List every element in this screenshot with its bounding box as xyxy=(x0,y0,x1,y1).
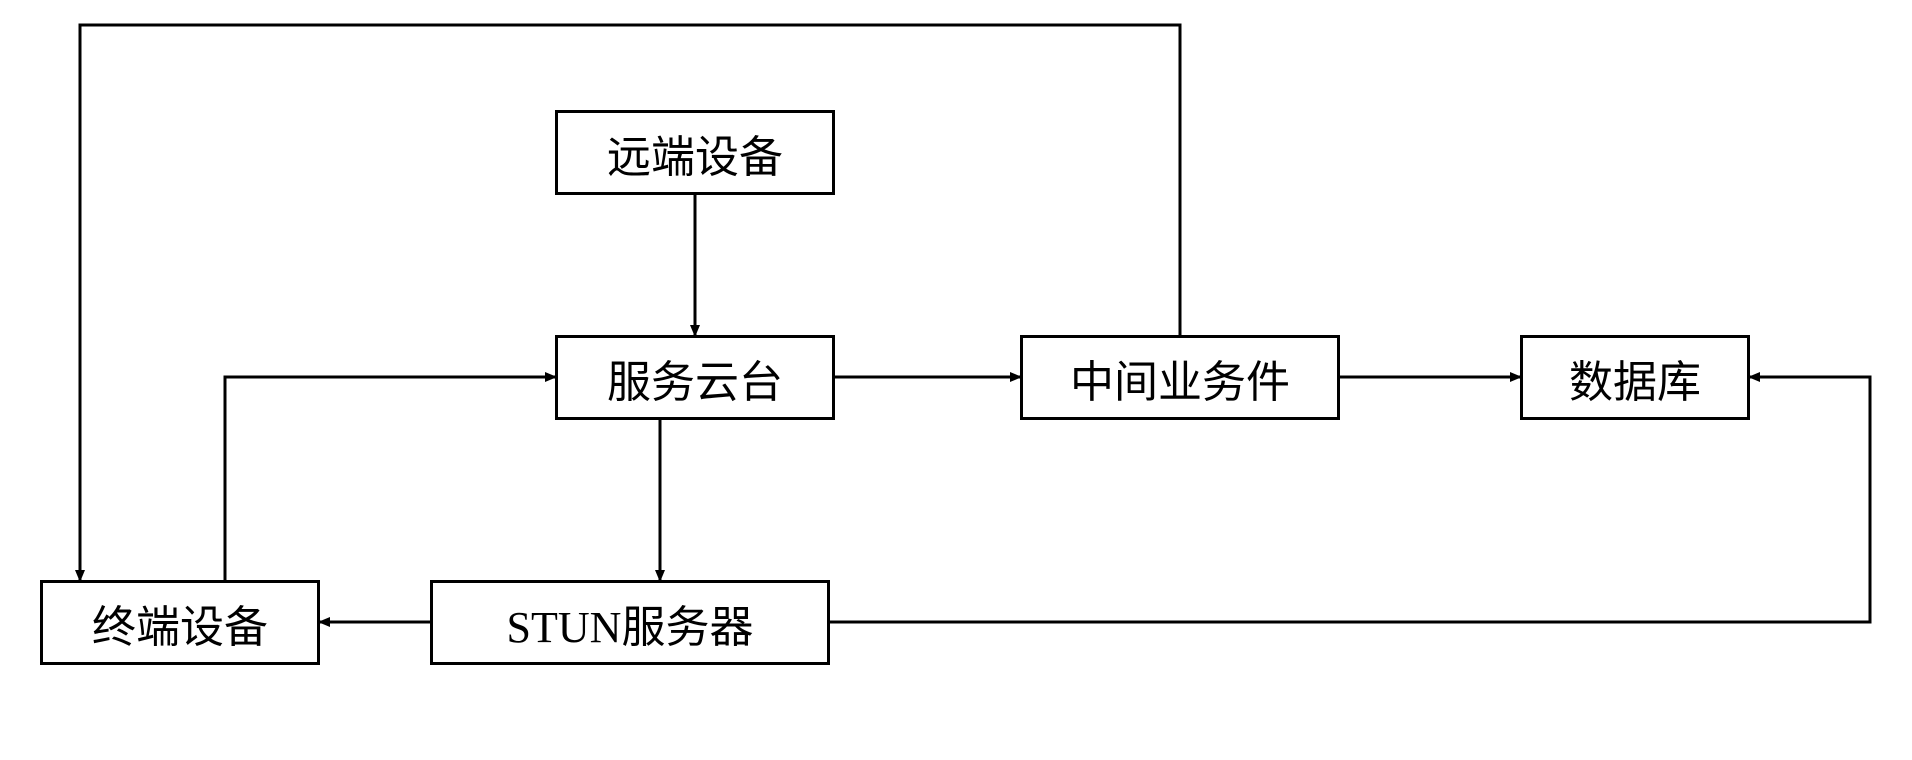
node-label: 远端设备 xyxy=(607,121,783,185)
node-remote-device: 远端设备 xyxy=(555,110,835,195)
edge-terminal_device-to-service_cloud xyxy=(225,377,555,580)
edge-middleware-to-terminal_device xyxy=(80,25,1180,580)
node-label: 中间业务件 xyxy=(1070,346,1290,410)
node-label: 数据库 xyxy=(1569,346,1701,410)
node-terminal-device: 终端设备 xyxy=(40,580,320,665)
node-service-cloud: 服务云台 xyxy=(555,335,835,420)
node-label: STUN服务器 xyxy=(507,591,754,655)
node-middleware: 中间业务件 xyxy=(1020,335,1340,420)
system-architecture-diagram: 远端设备 服务云台 中间业务件 数据库 STUN服务器 终端设备 xyxy=(0,0,1912,760)
node-label: 服务云台 xyxy=(607,346,783,410)
node-label: 终端设备 xyxy=(92,591,268,655)
node-database: 数据库 xyxy=(1520,335,1750,420)
node-stun-server: STUN服务器 xyxy=(430,580,830,665)
